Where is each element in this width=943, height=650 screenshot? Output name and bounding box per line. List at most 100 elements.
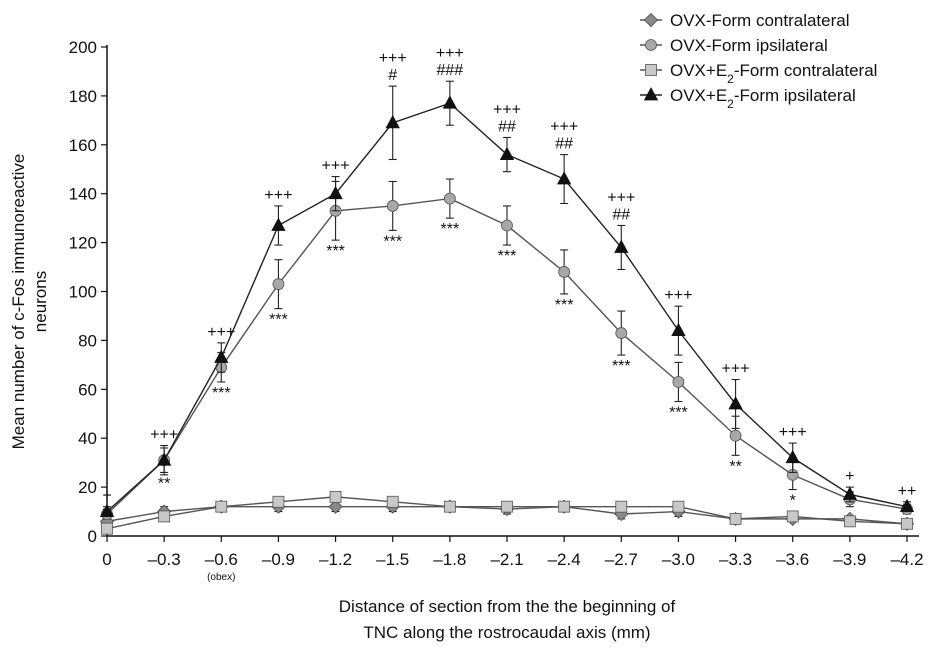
- x-tick-label: –3.6: [776, 550, 809, 569]
- x-tick-label: –0.9: [262, 550, 295, 569]
- data-point-circle: [443, 192, 456, 205]
- data-point-triangle: [271, 217, 286, 231]
- x-axis-title: TNC along the rostrocaudal axis (mm): [363, 623, 650, 642]
- y-tick-label: 40: [78, 429, 97, 448]
- data-point-triangle: [899, 498, 915, 513]
- data-point-diamond: [328, 499, 343, 514]
- x-tick-label: 0: [102, 550, 111, 569]
- significance-above: #: [388, 67, 397, 84]
- significance-above: +++: [322, 158, 350, 175]
- data-point-square: [615, 500, 628, 513]
- legend-label-part: OVX+E: [670, 61, 727, 80]
- x-tick-label: –2.4: [548, 550, 581, 569]
- data-point-triangle: [499, 146, 515, 160]
- data-point-square: [101, 522, 113, 535]
- data-point-triangle: [785, 449, 800, 464]
- data-point-square: [672, 500, 685, 513]
- significance-above: +++: [550, 119, 578, 136]
- significance-above: ##: [498, 118, 516, 135]
- x-tick-label: –3.0: [662, 550, 695, 569]
- significance-below: ***: [669, 405, 688, 422]
- data-point-triangle: [842, 486, 858, 500]
- legend-label: OVX-Form contralateral: [670, 11, 850, 30]
- y-tick-label: 60: [78, 380, 97, 399]
- significance-below: **: [158, 475, 170, 492]
- data-point-square: [215, 500, 228, 513]
- data-point-square: [786, 510, 799, 523]
- data-point-square: [329, 490, 342, 503]
- x-tick-label: –4.2: [890, 550, 923, 569]
- significance-above: +++: [779, 424, 807, 441]
- legend-label-part: OVX-Form contralateral: [670, 11, 850, 30]
- data-point-square: [272, 495, 285, 508]
- x-tick-label: –2.7: [605, 550, 638, 569]
- y-tick-label: 180: [69, 87, 97, 106]
- legend-label-part: -Form ipsilateral: [734, 86, 856, 105]
- data-point-square: [729, 512, 742, 525]
- data-point-square: [558, 500, 571, 513]
- y-tick-label: 200: [69, 38, 97, 57]
- x-tick-label: –3.9: [833, 550, 866, 569]
- significance-below: ***: [212, 385, 231, 402]
- significance-above: +++: [264, 187, 292, 204]
- y-axis-title: Mean number of c-Fos immunoreactive: [9, 154, 28, 450]
- x-tick-label: –1.2: [319, 550, 352, 569]
- legend-marker-diamond: [643, 12, 659, 28]
- y-tick-label: 140: [69, 185, 97, 204]
- data-point-triangle: [671, 322, 686, 337]
- data-point-square: [158, 510, 171, 523]
- significance-below: ***: [498, 248, 517, 265]
- data-point-circle: [501, 219, 513, 232]
- significance-above: +++: [436, 45, 464, 62]
- significance-above: +: [845, 468, 854, 485]
- x-annotation-obex: (obex): [207, 572, 235, 583]
- legend-subscript: 2: [727, 72, 734, 86]
- legend-label: OVX+E2-Form contralateral: [670, 61, 877, 86]
- data-point-square: [901, 517, 913, 530]
- significance-below: ***: [555, 297, 574, 314]
- x-tick-label: –0.3: [148, 550, 181, 569]
- y-tick-label: 100: [69, 283, 97, 302]
- data-point-circle: [672, 376, 685, 388]
- x-tick-label: –1.5: [376, 550, 409, 569]
- data-point-triangle: [556, 171, 572, 185]
- data-point-triangle: [728, 396, 743, 410]
- data-point-circle: [615, 327, 628, 339]
- significance-below: ***: [269, 312, 288, 329]
- x-tick-label: –0.6: [205, 550, 238, 569]
- data-point-square: [843, 515, 856, 528]
- legend-subscript: 2: [727, 97, 734, 111]
- data-point-triangle: [328, 185, 343, 200]
- significance-above: +++: [607, 189, 635, 206]
- significance-above: +++: [379, 50, 407, 67]
- data-point-square: [501, 500, 513, 513]
- x-tick-label: –2.1: [490, 550, 523, 569]
- y-axis-title: neurons: [31, 271, 50, 332]
- significance-below: ***: [326, 243, 345, 260]
- x-tick-label: –3.3: [719, 550, 752, 569]
- significance-below: ***: [612, 358, 631, 375]
- legend-label: OVX+E2-Form ipsilateral: [670, 86, 856, 111]
- data-point-triangle: [442, 95, 458, 109]
- y-tick-label: 0: [88, 527, 97, 546]
- legend-marker-square: [645, 64, 657, 76]
- data-point-square: [386, 495, 399, 508]
- significance-below: ***: [441, 221, 460, 238]
- significance-above: +++: [664, 287, 692, 304]
- significance-above: ###: [437, 62, 464, 79]
- legend-label-part: -Form contralateral: [734, 61, 878, 80]
- significance-above: +++: [722, 361, 750, 378]
- legend-label-part: OVX-Form ipsilateral: [670, 36, 828, 55]
- significance-below: ***: [383, 233, 402, 250]
- x-tick-label: –1.8: [433, 550, 466, 569]
- data-point-triangle: [385, 114, 400, 129]
- y-tick-label: 160: [69, 136, 97, 155]
- data-point-circle: [729, 429, 742, 442]
- x-axis-title: Distance of section from the the beginni…: [339, 597, 676, 616]
- data-point-triangle: [614, 239, 629, 253]
- significance-above: +: [102, 488, 111, 505]
- legend-marker-circle: [645, 39, 657, 51]
- significance-above: +++: [493, 101, 521, 118]
